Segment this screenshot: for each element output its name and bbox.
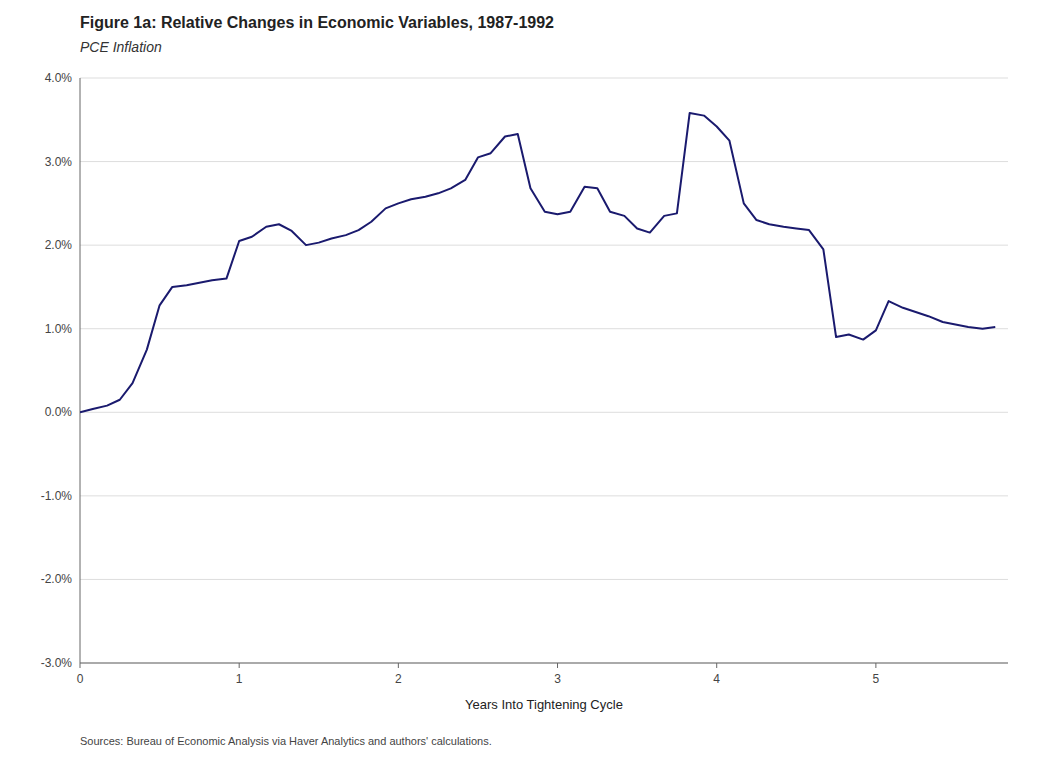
chart: Figure 1a: Relative Changes in Economic … <box>0 0 1044 759</box>
x-tick-label: 0 <box>77 672 84 686</box>
grid-line <box>80 328 1008 329</box>
grid-line <box>80 663 1008 664</box>
y-tick-label: 4.0% <box>45 71 73 85</box>
grid-line <box>80 245 1008 246</box>
x-tick <box>716 663 717 668</box>
grid-line <box>80 495 1008 496</box>
grid-line <box>80 579 1008 580</box>
y-grid <box>80 78 1008 663</box>
x-tick <box>875 663 876 668</box>
x-tick <box>239 663 240 668</box>
y-tick-label: -1.0% <box>41 489 73 503</box>
grid-line <box>80 412 1008 413</box>
y-axis-line <box>80 78 81 663</box>
x-tick <box>80 663 81 668</box>
x-axis-label: Years Into Tightening Cycle <box>465 697 623 712</box>
source: Sources: Bureau of Economic Analysis via… <box>80 735 492 747</box>
y-tick-label: 0.0% <box>45 405 73 419</box>
x-tick <box>398 663 399 668</box>
x-tick-label: 4 <box>713 672 720 686</box>
y-tick-label: -2.0% <box>41 572 73 586</box>
x-axis-line <box>80 663 1008 664</box>
plot-area <box>80 113 995 412</box>
y-tick-label: 3.0% <box>45 155 73 169</box>
y-tick-label: -3.0% <box>41 656 73 670</box>
x-tick-label: 2 <box>395 672 402 686</box>
y-tick-label: 2.0% <box>45 238 73 252</box>
line <box>80 113 995 412</box>
subtitle: PCE Inflation <box>80 39 162 55</box>
x-tick-label: 3 <box>554 672 561 686</box>
x-tick-label: 5 <box>873 672 880 686</box>
x-tick-label: 1 <box>236 672 243 686</box>
x-tick <box>557 663 558 668</box>
grid-line <box>80 78 1008 79</box>
title: Figure 1a: Relative Changes in Economic … <box>80 14 554 31</box>
y-tick-label: 1.0% <box>45 322 73 336</box>
grid-line <box>80 161 1008 162</box>
